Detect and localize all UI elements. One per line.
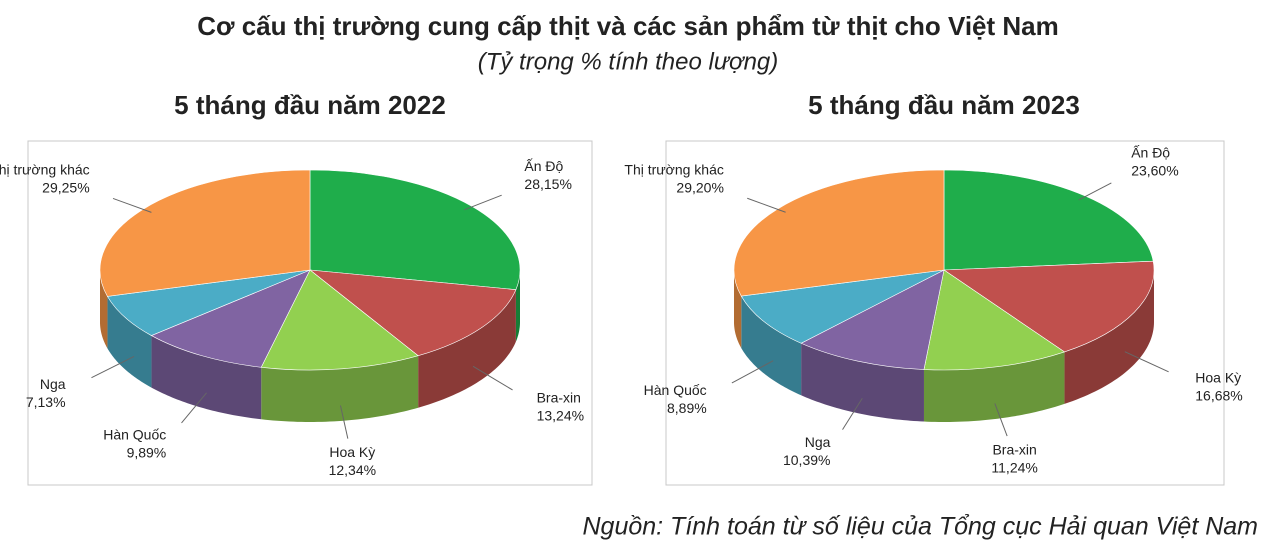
source: Nguồn: Tính toán từ số liệu của Tổng cục… (583, 513, 1259, 541)
leader-line (1124, 351, 1169, 373)
slice-label: Thị trường khác (624, 161, 723, 177)
slice-value: 7,13% (26, 394, 66, 410)
slice (740, 269, 945, 344)
slice (260, 269, 419, 371)
chart-frame (665, 140, 1225, 486)
slice (150, 269, 311, 368)
slice-side (151, 335, 262, 420)
slice-side (734, 270, 742, 349)
slice-value: 13,24% (537, 408, 584, 424)
slice-side (923, 351, 1065, 422)
leader-line (472, 365, 513, 391)
chart-title: 5 tháng đầu năm 2023 (808, 90, 1080, 120)
slice-label: Bra-xin (992, 441, 1036, 457)
slice-label: Hàn Quốc (103, 427, 166, 443)
chart-title: 5 tháng đầu năm 2022 (174, 90, 446, 120)
slice-value: 16,68% (1195, 387, 1242, 403)
leader-line (747, 197, 786, 213)
slice-value: 11,24% (991, 459, 1037, 475)
slice-value: 12,34% (329, 462, 376, 478)
slice-label: Hoa Kỳ (329, 444, 375, 460)
slice-label: Hàn Quốc (644, 382, 707, 398)
slice-side (100, 270, 108, 349)
slice-label: Nga (40, 376, 66, 392)
slice-value: 29,25% (42, 180, 89, 196)
slice-side (515, 270, 520, 342)
slice-value: 28,15% (524, 176, 571, 192)
leader-line (464, 194, 502, 211)
slice-label: Hoa Kỳ (1195, 369, 1241, 385)
leader-line (181, 392, 207, 424)
slice-side (418, 289, 516, 408)
title: Cơ cấu thị trường cung cấp thịt và các s… (197, 11, 1059, 41)
leader-line (339, 405, 349, 439)
slice-label: Ấn Độ (1131, 144, 1170, 160)
slice-side (261, 355, 419, 422)
slice (309, 169, 521, 290)
slice (309, 269, 517, 357)
leader-line (842, 398, 863, 430)
slice-label: Ấn Độ (524, 158, 563, 174)
chart-frame (27, 140, 593, 486)
slice-side (741, 296, 802, 396)
leader-line (1078, 182, 1112, 201)
slice (943, 260, 1155, 353)
slice (923, 269, 1066, 371)
leader-line (731, 360, 774, 384)
slice-label: Thị trường khác (0, 162, 90, 178)
slice-value: 9,89% (127, 445, 167, 461)
leader-line (91, 355, 135, 379)
slice-label: Bra-xin (537, 390, 581, 406)
slice-label: Nga (805, 434, 831, 450)
slice-value: 29,20% (676, 179, 723, 195)
slice-value: 8,89% (667, 400, 707, 416)
leader-line (994, 403, 1008, 437)
slice-side (1064, 270, 1154, 404)
slice-side (107, 296, 152, 388)
subtitle: (Tỷ trọng % tính theo lượng) (478, 48, 779, 75)
slice (943, 169, 1154, 271)
slice (800, 269, 945, 370)
slice-value: 23,60% (1131, 162, 1178, 178)
slice-side (801, 343, 924, 422)
slice-value: 10,39% (783, 452, 830, 468)
leader-line (112, 197, 152, 213)
